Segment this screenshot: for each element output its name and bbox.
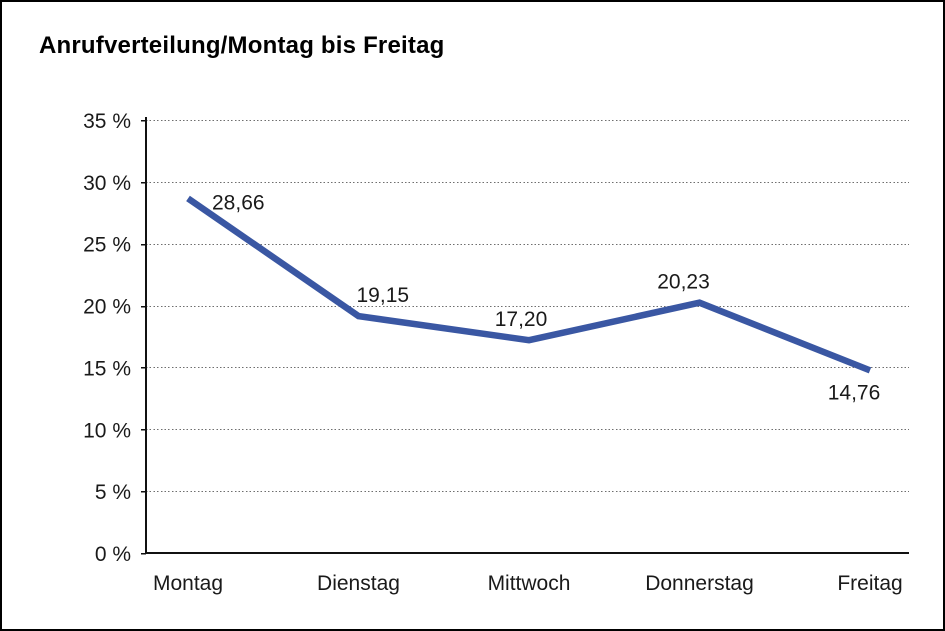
x-tick-label: Freitag — [837, 572, 902, 595]
data-series-line — [186, 195, 872, 374]
x-tick-label: Montag — [153, 572, 223, 595]
y-tick-label: 20 % — [83, 296, 131, 319]
x-tick-label: Donnerstag — [645, 572, 754, 595]
y-tick-label: 10 % — [83, 419, 131, 442]
y-tick-label: 25 % — [83, 234, 131, 257]
x-tick-label: Mittwoch — [488, 572, 571, 595]
y-tick-label: 0 % — [95, 543, 131, 566]
data-point-label: 28,66 — [212, 191, 265, 214]
data-point-label: 17,20 — [495, 308, 548, 331]
data-point-label: 14,76 — [828, 381, 881, 404]
y-tick-label: 35 % — [83, 110, 131, 133]
data-point-label: 20,23 — [657, 271, 710, 294]
y-tick-label: 15 % — [83, 357, 131, 380]
y-tick-label: 5 % — [95, 481, 131, 504]
x-tick-label: Dienstag — [317, 572, 400, 595]
data-point-label: 19,15 — [357, 284, 410, 307]
chart-title: Anrufverteilung/Montag bis Freitag — [39, 32, 445, 59]
y-tick-label: 30 % — [83, 172, 131, 195]
